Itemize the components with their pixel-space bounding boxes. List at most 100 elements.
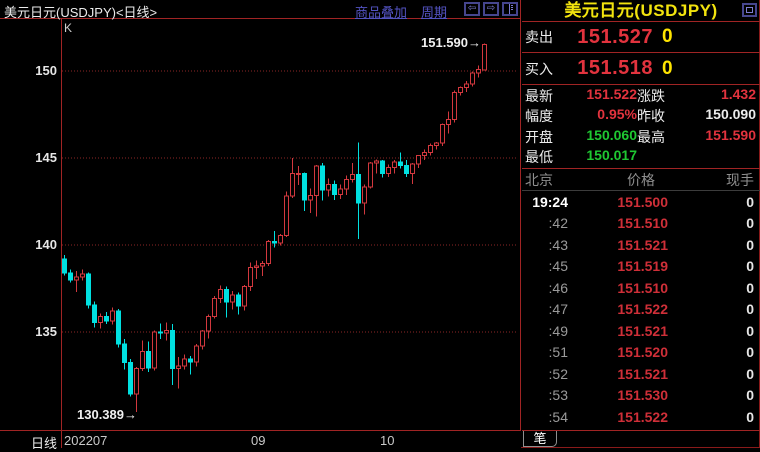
candle-body: [380, 160, 385, 175]
candle-body: [428, 144, 433, 153]
period-link[interactable]: 周期: [421, 5, 448, 20]
tape-volume: 0: [746, 193, 754, 210]
candle-body: [284, 195, 289, 236]
tape-row: :51 151.520 0: [522, 342, 760, 364]
tape-time: :52: [548, 365, 568, 382]
candle-body: [290, 173, 295, 197]
candle-body: [248, 267, 253, 287]
candle-body: [302, 172, 307, 201]
ask-price: 151.527: [577, 25, 653, 48]
timeframe-label: 日线: [31, 436, 58, 451]
quote-stats-grid: 最新 151.522 涨跌 1.432 幅度 0.95% 昨收 150.090 开盘 150.06…: [522, 85, 760, 169]
candle-body: [176, 365, 181, 370]
time-and-sales-list: 19:24 151.500 0:42 151.510 0:43 151.521 0:45 15…: [522, 191, 760, 430]
candle-body: [122, 343, 127, 363]
footer-divider: [61, 431, 62, 448]
y-axis-tick: 145: [35, 150, 57, 165]
candle-body: [110, 310, 115, 322]
layout-split-icon[interactable]: [502, 2, 518, 16]
candle-body: [440, 124, 445, 144]
candle-body: [314, 165, 319, 196]
nav-forward-icon[interactable]: ⇨: [483, 2, 499, 16]
candle-body: [80, 273, 85, 278]
stat-label: 幅度: [525, 108, 553, 125]
tape-row: :54 151.522 0: [522, 406, 760, 428]
tape-time: :46: [548, 279, 568, 296]
candle-body: [386, 166, 391, 175]
stat-label: 涨跌: [637, 87, 665, 104]
tape-price: 151.510: [617, 215, 668, 232]
tape-volume: 0: [746, 236, 754, 253]
candle-body: [422, 151, 427, 157]
candle-body: [254, 265, 259, 269]
y-axis-tick: 140: [35, 237, 57, 252]
candle-body: [242, 285, 247, 307]
tape-price: 151.519: [617, 258, 668, 275]
candle-body: [356, 173, 361, 204]
bid-label: 买入: [525, 60, 553, 77]
tape-price: 151.521: [617, 365, 668, 382]
candle-body: [404, 165, 409, 174]
tape-header-volume: 现手: [726, 171, 754, 188]
candle-body: [182, 358, 187, 367]
quote-title-row: 美元日元(USDJPY): [522, 0, 760, 22]
ask-size: 0: [662, 26, 673, 47]
stat-value: 0.95%: [597, 106, 637, 123]
nav-back-icon[interactable]: ⇦: [464, 2, 480, 16]
candle-body: [266, 241, 271, 264]
tape-volume: 0: [746, 279, 754, 296]
tape-row: :43 151.521 0: [522, 234, 760, 256]
tape-volume: 0: [746, 344, 754, 361]
y-axis-tick: 135: [35, 324, 57, 339]
tape-header-time: 北京: [525, 171, 553, 188]
candle-body: [68, 272, 73, 281]
tape-price: 151.500: [617, 193, 668, 210]
candle-body: [476, 68, 481, 74]
chart-canvas[interactable]: 150 145 140 135 K 151.590→ 130.389→: [0, 19, 520, 430]
tape-volume: 0: [746, 365, 754, 382]
tape-volume: 0: [746, 215, 754, 232]
tape-time: :42: [548, 215, 568, 232]
bid-size: 0: [662, 57, 673, 79]
candle-body: [368, 162, 373, 188]
candle-body: [458, 86, 463, 94]
candle-body: [212, 298, 217, 317]
candle-body: [200, 330, 205, 347]
tape-row: 19:24 151.500 0: [522, 191, 760, 213]
bid-price: 151.518: [577, 57, 653, 79]
candle-body: [434, 142, 439, 146]
tape-header-price: 价格: [627, 171, 655, 188]
candle-body: [464, 83, 469, 88]
candle-body: [86, 273, 91, 306]
tab-tick-list[interactable]: 笔: [523, 431, 557, 447]
tape-price: 151.520: [617, 344, 668, 361]
tape-price: 151.521: [617, 322, 668, 339]
tape-price: 151.530: [617, 387, 668, 404]
candle-body: [218, 288, 223, 300]
candle-body: [158, 331, 163, 334]
candle-body: [416, 155, 421, 165]
stat-label: 昨收: [637, 108, 665, 125]
quote-panel: 美元日元(USDJPY) 卖出 151.527 0 买入 151.518 0 最…: [522, 0, 760, 448]
chart-footer-bar: 日线 202207 09 10: [0, 430, 521, 451]
candle-body: [74, 276, 79, 281]
overlay-instrument-link[interactable]: 商品叠加: [355, 5, 408, 20]
candle-body: [152, 331, 157, 369]
restore-window-icon[interactable]: [742, 3, 757, 17]
candle-body: [482, 44, 487, 71]
candlestick-chart[interactable]: 150 145 140 135 K 151.590→ 130.389→: [0, 19, 520, 430]
indicator-label: K: [64, 21, 72, 35]
tape-volume: 0: [746, 322, 754, 339]
candle-body: [128, 361, 133, 395]
stat-value: 1.432: [720, 85, 756, 102]
tape-row: :52 151.521 0: [522, 363, 760, 385]
candle-body: [104, 316, 109, 322]
candle-body: [116, 310, 121, 345]
candle-body: [230, 294, 235, 303]
tape-volume: 0: [746, 258, 754, 275]
candle-body: [410, 163, 415, 174]
tape-price: 151.522: [617, 408, 668, 425]
low-annotation: 130.389→: [77, 407, 137, 422]
candle-body: [296, 172, 301, 175]
